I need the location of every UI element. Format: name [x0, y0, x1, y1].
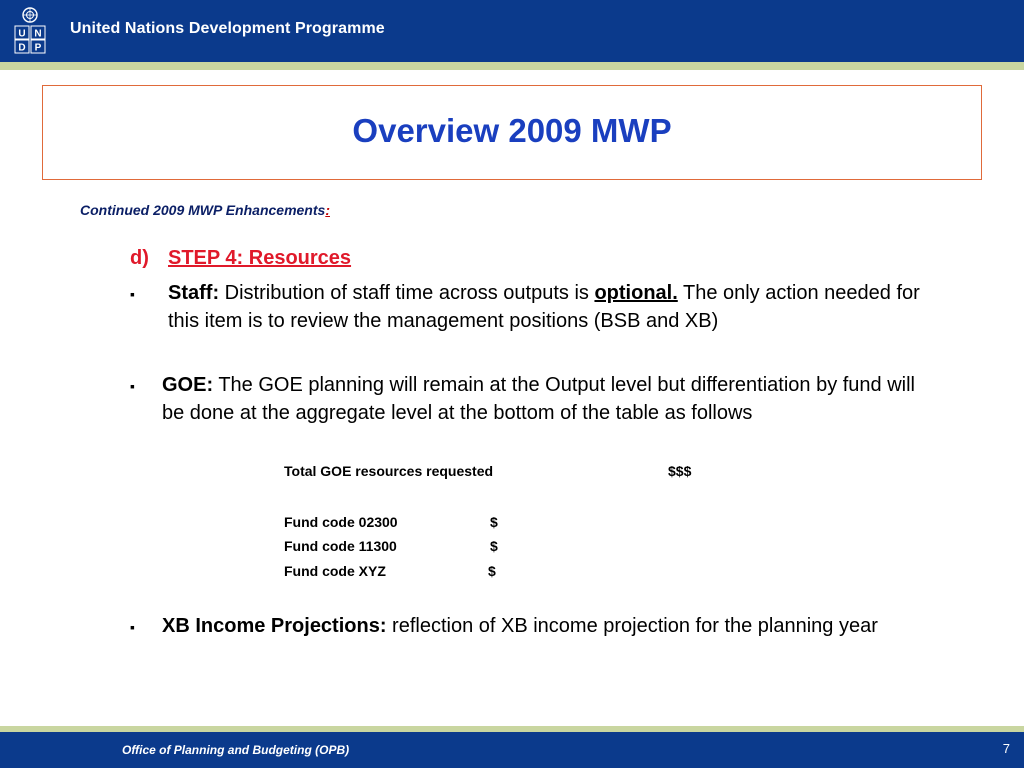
xb-label: XB Income Projections:	[162, 615, 387, 637]
square-bullet-icon: ▪	[130, 286, 135, 302]
step-marker: d)	[130, 247, 149, 269]
footer-bar: Office of Planning and Budgeting (OPB) 7	[0, 732, 1024, 768]
step-heading: d) STEP 4: Resources	[130, 247, 351, 270]
staff-text-before: Distribution of staff time across output…	[219, 282, 595, 304]
fund-label: Fund code 11300	[284, 538, 397, 554]
goe-text: GOE: The GOE planning will remain at the…	[162, 371, 942, 427]
goe-total-amount: $$$	[668, 463, 692, 479]
org-name: United Nations Development Programme	[70, 20, 385, 37]
page-number: 7	[1002, 741, 1010, 756]
xb-body: reflection of XB income projection for t…	[386, 615, 878, 637]
goe-body: The GOE planning will remain at the Outp…	[162, 374, 915, 424]
staff-text: Staff: Distribution of staff time across…	[168, 279, 928, 335]
slide-title: Overview 2009 MWP	[352, 112, 672, 149]
subheading-colon: :	[325, 202, 330, 218]
goe-total-row: Total GOE resources requested $$$	[284, 463, 691, 479]
fund-row: Fund code XYZ $	[284, 563, 496, 579]
logo-letter: P	[35, 43, 42, 54]
fund-row: Fund code 11300 $	[284, 538, 498, 554]
footer-text: Office of Planning and Budgeting (OPB)	[122, 743, 350, 757]
fund-row: Fund code 02300 $	[284, 514, 498, 530]
step-label: STEP 4: Resources	[168, 247, 352, 269]
xb-text: XB Income Projections: reflection of XB …	[162, 612, 942, 640]
staff-label: Staff:	[168, 282, 220, 304]
logo-letter: U	[18, 29, 25, 40]
logo-letter: D	[18, 43, 25, 54]
undp-logo-icon: U N D P	[14, 7, 46, 54]
subheading: Continued 2009 MWP Enhancements:	[80, 202, 330, 218]
header-bar: U N D P United Nations Development Progr…	[0, 0, 1024, 62]
goe-label: GOE:	[162, 374, 214, 396]
goe-total-label: Total GOE resources requested	[284, 463, 494, 479]
header-stripe	[0, 62, 1024, 70]
footer-stripe	[0, 726, 1024, 732]
square-bullet-icon: ▪	[130, 619, 135, 635]
fund-amount: $	[490, 514, 498, 530]
fund-label: Fund code XYZ	[284, 563, 386, 579]
fund-amount: $	[490, 538, 498, 554]
logo-letter: N	[34, 29, 41, 40]
square-bullet-icon: ▪	[130, 378, 135, 394]
staff-text-after: The only action needed for this item is …	[168, 282, 920, 332]
title-box: Overview 2009 MWP	[42, 85, 982, 180]
fund-label: Fund code 02300	[284, 514, 398, 530]
staff-emphasis: optional.	[594, 282, 678, 304]
fund-amount: $	[488, 563, 496, 579]
subheading-text: Continued 2009 MWP Enhancements	[80, 202, 326, 218]
